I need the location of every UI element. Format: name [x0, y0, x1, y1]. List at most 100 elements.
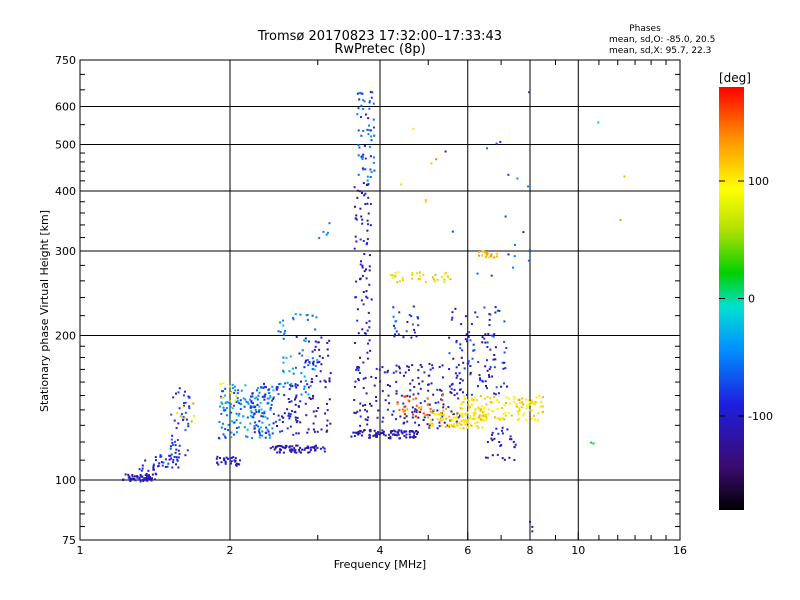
data-point — [294, 410, 297, 413]
data-point — [375, 399, 378, 402]
data-point — [492, 358, 495, 361]
y-tick-label: 600 — [55, 101, 76, 114]
data-point — [304, 379, 307, 382]
data-point — [303, 375, 306, 378]
data-point — [353, 385, 356, 388]
data-point — [369, 90, 372, 93]
data-point — [422, 274, 425, 276]
data-point — [398, 429, 401, 432]
data-point — [184, 411, 187, 414]
data-point — [366, 238, 369, 241]
data-point — [187, 422, 190, 425]
data-point — [236, 399, 239, 402]
data-point — [235, 395, 237, 397]
data-point — [537, 412, 540, 414]
data-point — [368, 326, 371, 329]
data-point — [269, 408, 272, 411]
data-point — [368, 124, 370, 127]
data-point — [263, 394, 266, 397]
y-tick-label: 750 — [55, 54, 76, 67]
data-point — [462, 391, 464, 394]
data-point — [362, 291, 365, 293]
data-point — [389, 385, 391, 388]
data-point — [360, 155, 363, 158]
data-point — [418, 271, 421, 274]
data-point — [397, 433, 400, 436]
data-point — [317, 341, 320, 344]
data-point — [427, 389, 430, 392]
data-point — [249, 398, 252, 401]
data-point — [134, 479, 137, 482]
data-point — [503, 404, 506, 407]
data-point — [462, 361, 465, 364]
data-point — [288, 388, 291, 391]
x-tick-label: 8 — [527, 544, 534, 557]
data-point — [364, 203, 367, 206]
data-point — [353, 399, 356, 401]
data-point — [255, 424, 258, 427]
data-point — [482, 410, 485, 413]
data-point — [324, 380, 327, 383]
data-point — [268, 423, 271, 426]
data-point — [415, 409, 418, 412]
data-point — [370, 171, 373, 173]
data-point — [505, 396, 508, 399]
data-point — [357, 432, 360, 435]
data-point — [368, 433, 371, 436]
data-point — [250, 411, 253, 414]
data-point — [449, 278, 452, 281]
data-point — [266, 397, 269, 400]
data-point — [373, 434, 376, 437]
data-point — [258, 409, 260, 412]
data-point — [412, 430, 415, 433]
data-point — [398, 365, 401, 368]
data-point — [246, 416, 249, 419]
data-point — [287, 414, 290, 417]
chart-title: Tromsø 20170823 17:32:00–17:33:43 — [257, 29, 502, 44]
data-point — [146, 479, 149, 482]
data-point — [357, 430, 360, 433]
data-point — [462, 400, 465, 403]
data-point — [451, 382, 454, 385]
data-point — [417, 324, 420, 327]
data-point — [382, 430, 385, 433]
data-point — [176, 459, 179, 462]
data-point — [460, 356, 463, 359]
data-point — [513, 397, 516, 400]
data-point — [479, 379, 482, 382]
data-point — [424, 200, 427, 203]
data-point — [243, 426, 246, 429]
data-point — [162, 461, 165, 464]
data-point — [487, 413, 490, 415]
data-point — [188, 396, 191, 399]
data-point — [350, 435, 353, 438]
data-point — [394, 327, 397, 330]
data-point — [232, 433, 235, 436]
data-point — [419, 278, 422, 281]
data-point — [177, 449, 180, 452]
data-point — [494, 306, 497, 309]
data-point — [304, 340, 307, 343]
data-point — [451, 230, 454, 233]
data-point — [418, 424, 420, 427]
data-point — [491, 431, 494, 434]
data-point — [418, 382, 421, 385]
data-point — [478, 414, 481, 417]
data-point — [172, 396, 175, 399]
data-point — [365, 243, 368, 246]
data-point — [244, 398, 247, 401]
data-point — [455, 341, 458, 344]
data-point — [307, 393, 310, 396]
data-point — [192, 402, 195, 405]
data-point — [309, 384, 312, 387]
data-point — [493, 333, 496, 336]
data-point — [361, 264, 364, 267]
data-point — [358, 366, 361, 369]
data-point — [468, 417, 471, 420]
data-point — [485, 416, 488, 419]
data-point — [250, 400, 253, 403]
data-point — [290, 448, 293, 451]
data-point — [354, 205, 356, 208]
data-point — [289, 384, 292, 386]
data-point — [281, 430, 284, 433]
